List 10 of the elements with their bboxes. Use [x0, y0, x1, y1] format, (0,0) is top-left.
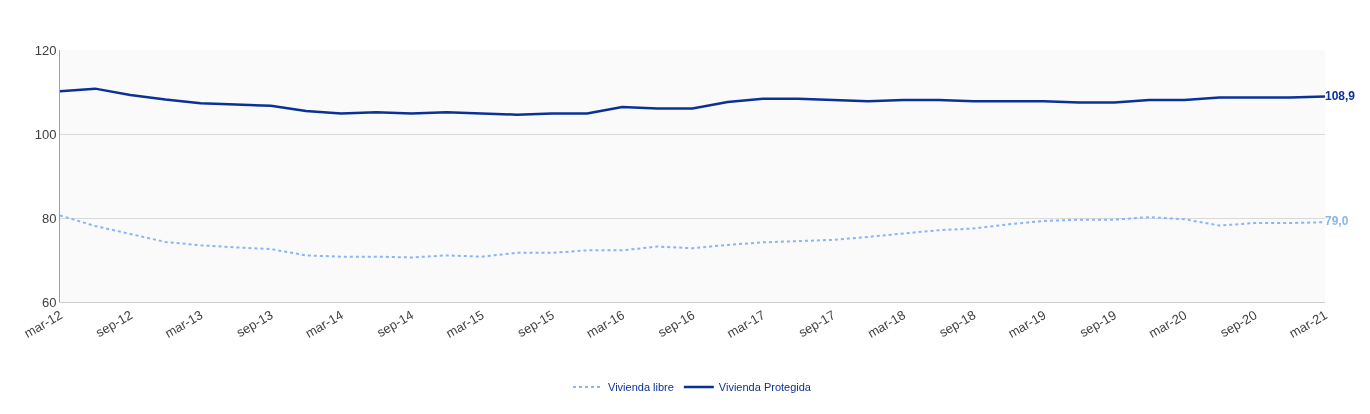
legend-label: Vivienda libre — [608, 381, 674, 394]
data-label: 79,0 — [1325, 214, 1349, 229]
y-tick-label: 80 — [41, 210, 57, 226]
legend-label: Vivienda Protegida — [718, 381, 812, 394]
y-tick-label: 100 — [34, 126, 57, 142]
data-label: 108,9 — [1325, 88, 1356, 103]
line-series — [60, 214, 1325, 259]
y-tick-label: 60 — [41, 294, 57, 310]
line-series — [60, 87, 1325, 116]
y-tick-label: 120 — [34, 42, 57, 58]
